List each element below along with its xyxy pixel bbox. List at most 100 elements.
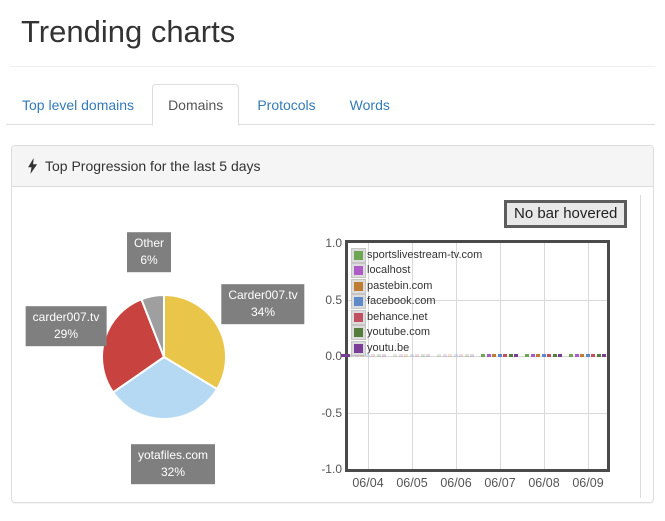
pie-label-percent: 32% — [160, 465, 186, 479]
bar-06-04-pastebin.com[interactable] — [360, 354, 364, 357]
bar-06-06-behance.net[interactable] — [459, 354, 463, 357]
bar-06-09-behance.net[interactable] — [591, 354, 595, 357]
tabs: Top level domains Domains Protocols Word… — [6, 84, 655, 126]
bar-06-08-localhost[interactable] — [530, 354, 535, 357]
legend-item-youtu.be: youtu.be — [352, 341, 482, 355]
bar-06-08-youtube.com[interactable] — [552, 354, 557, 357]
top-progression-panel: Top Progression for the last 5 days No b… — [11, 145, 654, 503]
legend-item-youtube.com: youtube.com — [352, 326, 482, 340]
bar-06-08-facebook.com[interactable] — [541, 354, 546, 357]
bar-06-06-facebook.com[interactable] — [453, 354, 458, 357]
x-tick-label: 06/07 — [484, 476, 516, 490]
tab-protocols-link[interactable]: Protocols — [257, 97, 316, 113]
bar-06-06-localhost[interactable] — [442, 354, 447, 357]
bar-06-05-pastebin.com[interactable] — [404, 354, 408, 357]
bar-06-04-behance.net[interactable] — [371, 354, 375, 357]
pie-label-carder007.tv: carder007.tv 29% — [25, 306, 107, 346]
pie-chart — [101, 294, 227, 420]
x-tick-label: 06/09 — [572, 476, 604, 490]
bar-06-04-youtube.com[interactable] — [376, 354, 381, 357]
bar-06-07-youtu.be[interactable] — [514, 354, 518, 357]
legend-item-behance.net: behance.net — [352, 310, 482, 324]
bar-06-04-facebook.com[interactable] — [365, 354, 370, 357]
panel-body: No bar hovered Carder007.tv 34% yotafiles.… — [12, 187, 653, 502]
legend-swatch-icon — [352, 310, 365, 324]
bar-06-07-localhost[interactable] — [486, 354, 491, 357]
y-tick-label: -0.5 — [321, 405, 342, 420]
tab-top-level-domains[interactable]: Top level domains — [6, 84, 150, 126]
legend-label: sportslivestream-tv.com — [367, 248, 483, 261]
bar-06-07-pastebin.com[interactable] — [492, 354, 496, 357]
tab-domains[interactable]: Domains — [152, 84, 240, 126]
tab-words[interactable]: Words — [334, 84, 406, 126]
bar-06-08-pastebin.com[interactable] — [536, 354, 540, 357]
tab-top-level-domains-link[interactable]: Top level domains — [22, 97, 135, 113]
legend-item-pastebin.com: pastebin.com — [352, 279, 482, 293]
legend-swatch-icon — [352, 248, 365, 262]
pie-label-percent: 29% — [53, 327, 79, 341]
bar-06-06-sportslivestream-tv.com[interactable] — [437, 354, 441, 357]
bar-06-08-behance.net[interactable] — [547, 354, 551, 357]
flash-icon — [27, 158, 38, 174]
pie-slice-yotafiles.com[interactable] — [112, 356, 219, 420]
tab-protocols[interactable]: Protocols — [241, 84, 331, 126]
bar-06-07-sportslivestream-tv.com[interactable] — [481, 354, 485, 357]
bar-chart-plot: sportslivestream-tv.com localhost pastebin… — [341, 240, 610, 472]
hover-status-box: No bar hovered — [504, 200, 628, 228]
bar-06-04-sportslivestream-tv.com[interactable] — [349, 354, 353, 357]
y-tick-label: -1.0 — [321, 462, 342, 476]
bar-06-08-sportslivestream-tv.com[interactable] — [525, 354, 529, 357]
pie-label-percent: 34% — [250, 305, 276, 319]
tab-domains-link[interactable]: Domains — [152, 84, 240, 126]
bar-06-05-localhost[interactable] — [398, 354, 403, 357]
pie-label-name: carder007.tv — [32, 310, 100, 325]
bar-06-07-facebook.com[interactable] — [497, 354, 502, 357]
bar-06-09-facebook.com[interactable] — [585, 354, 590, 357]
bar-06-08-youtu.be[interactable] — [558, 354, 562, 357]
legend-swatch-icon — [352, 279, 365, 293]
x-tick-label: 06/04 — [352, 476, 384, 490]
pie-label-name: yotafiles.com — [137, 448, 209, 463]
bar-06-09-localhost[interactable] — [574, 354, 579, 357]
bar-06-06-youtube.com[interactable] — [464, 354, 469, 357]
legend-item-facebook.com: facebook.com — [352, 295, 482, 309]
bar-segment-youtu-be[interactable] — [341, 354, 350, 357]
gridline — [348, 299, 607, 301]
bar-06-06-pastebin.com[interactable] — [448, 354, 452, 357]
bar-06-07-youtube.com[interactable] — [508, 354, 513, 357]
legend-label: facebook.com — [367, 295, 436, 307]
bar-06-04-youtu.be[interactable] — [382, 354, 386, 357]
bar-06-05-youtu.be[interactable] — [426, 354, 430, 357]
gridline — [348, 356, 607, 357]
legend-label: youtu.be — [367, 341, 410, 354]
bar-06-09-youtube.com[interactable] — [596, 354, 601, 357]
y-tick-label: 0.5 — [325, 292, 342, 307]
bar-06-06-youtu.be[interactable] — [470, 354, 474, 357]
content-divider — [640, 195, 641, 498]
pie-label-yotafiles.com: yotafiles.com 32% — [130, 444, 216, 484]
bar-06-09-pastebin.com[interactable] — [580, 354, 584, 357]
x-tick-label: 06/08 — [528, 476, 560, 490]
bar-06-05-behance.net[interactable] — [415, 354, 419, 357]
tab-words-link[interactable]: Words — [349, 97, 390, 113]
bar-06-05-facebook.com[interactable] — [409, 354, 414, 357]
bar-06-05-youtube.com[interactable] — [420, 354, 425, 357]
page-header-divider — [10, 66, 655, 67]
legend-label: pastebin.com — [367, 279, 433, 292]
page-title: Trending charts — [21, 14, 236, 49]
bar-06-05-sportslivestream-tv.com[interactable] — [393, 354, 397, 357]
panel-title: Top Progression for the last 5 days — [45, 158, 261, 174]
bar-06-07-behance.net[interactable] — [503, 354, 507, 357]
panel-heading: Top Progression for the last 5 days — [12, 146, 653, 187]
bar-06-04-localhost[interactable] — [354, 354, 359, 357]
pie-slice-other[interactable] — [140, 294, 165, 358]
pie-label-other: Other 6% — [126, 232, 172, 272]
bar-06-09-sportslivestream-tv.com[interactable] — [569, 354, 573, 357]
gridline — [348, 412, 607, 414]
legend-swatch-icon — [352, 295, 365, 308]
pie-label-percent: 6% — [140, 253, 158, 267]
pie-label-name: Carder007.tv — [228, 288, 298, 303]
bar-06-09-youtu.be[interactable] — [602, 354, 606, 357]
pie-label-name: Other — [133, 236, 165, 251]
